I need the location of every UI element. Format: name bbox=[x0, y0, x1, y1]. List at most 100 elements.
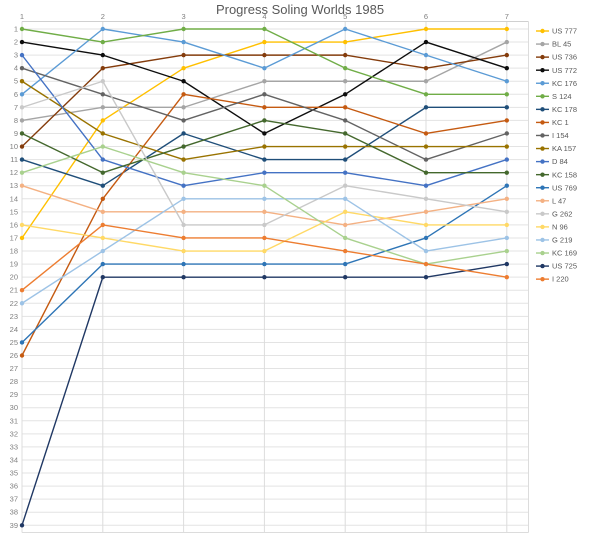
data-point-marker bbox=[504, 196, 509, 201]
data-point-marker bbox=[423, 209, 429, 215]
data-point-marker bbox=[19, 79, 25, 84]
data-point-marker bbox=[262, 92, 267, 97]
series-d-84 bbox=[19, 52, 509, 188]
data-point-marker bbox=[504, 144, 509, 149]
chart-title: Progress Soling Worlds 1985 bbox=[216, 2, 384, 17]
data-point-marker bbox=[504, 131, 509, 136]
data-point-marker bbox=[423, 222, 429, 228]
x-tick-label: 7 bbox=[505, 12, 509, 21]
legend-item-i-154: I 154 bbox=[536, 131, 569, 140]
data-point-marker bbox=[343, 52, 348, 58]
series-lines bbox=[19, 26, 509, 528]
legend-marker bbox=[540, 133, 545, 138]
y-tick-label: 35 bbox=[10, 469, 18, 478]
data-point-marker bbox=[343, 170, 348, 175]
legend-item-bl-45: BL 45 bbox=[536, 40, 571, 49]
data-point-marker bbox=[262, 196, 267, 201]
series-us-769 bbox=[19, 183, 509, 345]
y-tick-label: 5 bbox=[14, 77, 18, 86]
series-i-154 bbox=[19, 65, 509, 162]
data-point-marker bbox=[19, 288, 25, 293]
data-point-marker bbox=[504, 183, 509, 188]
data-point-marker bbox=[423, 92, 429, 97]
data-point-marker bbox=[262, 170, 267, 175]
legend-item-kc-176: KC 176 bbox=[536, 79, 577, 88]
data-point-marker bbox=[19, 39, 25, 45]
data-point-marker bbox=[19, 118, 25, 123]
legend-label: D 84 bbox=[552, 157, 568, 166]
data-point-marker bbox=[19, 183, 25, 188]
legend-item-i-220: I 220 bbox=[536, 275, 569, 284]
data-point-marker bbox=[343, 39, 348, 45]
data-point-marker bbox=[100, 196, 106, 201]
y-tick-label: 36 bbox=[10, 482, 18, 491]
y-tick-label: 39 bbox=[10, 521, 18, 530]
data-point-marker bbox=[423, 65, 429, 71]
data-point-marker bbox=[100, 52, 106, 58]
legend-label: N 96 bbox=[552, 223, 568, 232]
y-tick-label: 26 bbox=[10, 351, 18, 360]
legend-item-s-124: S 124 bbox=[536, 92, 572, 101]
data-point-marker bbox=[100, 131, 106, 136]
data-point-marker bbox=[343, 222, 348, 228]
data-point-marker bbox=[504, 274, 509, 280]
data-point-marker bbox=[19, 222, 25, 228]
data-point-marker bbox=[262, 222, 267, 228]
gridlines bbox=[21, 21, 529, 533]
series-us-736 bbox=[19, 52, 509, 149]
data-point-marker bbox=[19, 340, 25, 345]
legend-marker bbox=[540, 224, 545, 230]
y-axis-tick-labels: 1234567891011121314151617181920212223242… bbox=[10, 25, 18, 530]
data-point-marker bbox=[100, 183, 106, 188]
legend-item-g-219: G 219 bbox=[536, 236, 572, 245]
data-point-marker bbox=[181, 131, 186, 136]
data-point-marker bbox=[19, 301, 25, 306]
data-point-marker bbox=[19, 144, 25, 149]
y-tick-label: 38 bbox=[10, 508, 18, 517]
data-point-marker bbox=[19, 92, 25, 97]
data-point-marker bbox=[100, 105, 106, 110]
legend-marker bbox=[540, 211, 545, 217]
x-tick-label: 6 bbox=[424, 12, 428, 21]
series-kc-178 bbox=[19, 105, 509, 188]
data-point-marker bbox=[262, 52, 267, 58]
data-point-marker bbox=[262, 183, 267, 188]
series-i-220 bbox=[19, 222, 509, 293]
y-tick-label: 14 bbox=[10, 194, 18, 203]
legend-item-g-262: G 262 bbox=[536, 209, 572, 218]
data-point-marker bbox=[262, 261, 267, 267]
data-point-marker bbox=[423, 39, 429, 45]
data-point-marker bbox=[262, 79, 267, 84]
data-point-marker bbox=[100, 222, 106, 228]
data-point-marker bbox=[262, 131, 267, 136]
data-point-marker bbox=[181, 170, 186, 175]
data-point-marker bbox=[19, 523, 25, 528]
legend-marker bbox=[540, 94, 545, 99]
series-s-124 bbox=[19, 26, 509, 97]
data-point-marker bbox=[100, 209, 106, 215]
series-us-777 bbox=[19, 26, 509, 241]
y-tick-label: 21 bbox=[10, 286, 18, 295]
data-point-marker bbox=[423, 79, 429, 84]
legend-label: US 772 bbox=[552, 66, 577, 75]
y-tick-label: 34 bbox=[10, 455, 18, 464]
data-point-marker bbox=[181, 235, 186, 241]
data-point-marker bbox=[504, 65, 509, 71]
y-tick-label: 20 bbox=[10, 273, 18, 282]
legend-marker bbox=[540, 185, 545, 190]
legend-marker bbox=[540, 237, 545, 243]
data-point-marker bbox=[100, 170, 106, 175]
data-point-marker bbox=[262, 144, 267, 149]
data-point-marker bbox=[19, 353, 25, 358]
y-tick-label: 4 bbox=[14, 64, 18, 73]
y-tick-label: 32 bbox=[10, 429, 18, 438]
data-point-marker bbox=[19, 65, 25, 71]
series-g-219 bbox=[19, 196, 509, 306]
data-point-marker bbox=[19, 170, 25, 175]
legend-marker bbox=[540, 41, 545, 47]
data-point-marker bbox=[423, 105, 429, 110]
data-point-marker bbox=[181, 92, 186, 97]
y-tick-label: 7 bbox=[14, 103, 18, 112]
data-point-marker bbox=[181, 196, 186, 201]
